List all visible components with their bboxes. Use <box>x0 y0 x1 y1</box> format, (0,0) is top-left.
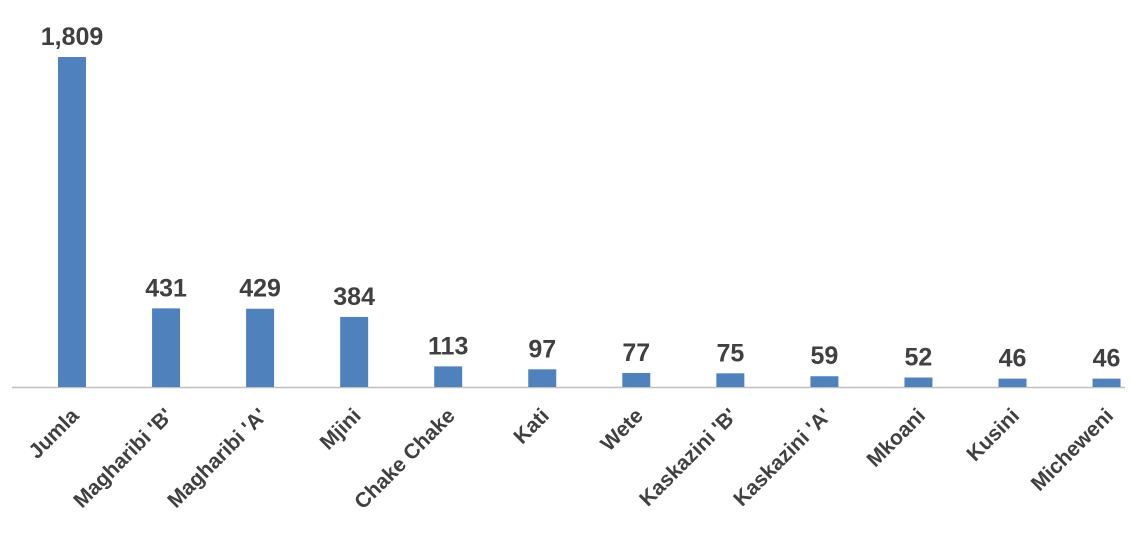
bar <box>904 377 933 387</box>
value-label: 1,809 <box>41 23 104 51</box>
value-label: 113 <box>428 332 468 360</box>
category-label: Magharibi 'B' <box>69 404 177 512</box>
value-label: 75 <box>716 339 744 367</box>
category-label: Kusini <box>962 404 1024 466</box>
value-label: 97 <box>528 335 556 363</box>
bar <box>340 316 369 387</box>
bar <box>998 378 1027 387</box>
category-label: Wete <box>596 404 647 455</box>
category-label: Kaskazini 'A' <box>729 404 836 511</box>
category-label: Jumla <box>24 404 83 463</box>
value-label: 59 <box>810 342 838 370</box>
category-label: Kaskazini 'B' <box>635 404 742 511</box>
value-label: 77 <box>622 339 650 367</box>
bar <box>152 308 181 387</box>
category-label: Magharibi 'A' <box>163 404 271 512</box>
value-label: 46 <box>1093 345 1121 373</box>
value-label: 46 <box>999 345 1027 373</box>
value-label: 431 <box>145 274 187 302</box>
category-label: Kati <box>509 404 553 448</box>
bar <box>528 369 557 387</box>
bars-group <box>58 57 1121 387</box>
bar <box>246 308 275 387</box>
bar <box>716 373 745 387</box>
value-label: 52 <box>905 344 933 372</box>
bar <box>622 372 651 387</box>
category-label: Micheweni <box>1027 404 1118 495</box>
value-label: 429 <box>239 275 281 303</box>
bar <box>434 366 463 387</box>
category-label: Chake Chake <box>350 404 460 514</box>
value-label: 384 <box>333 283 375 311</box>
bar <box>810 376 839 387</box>
category-label: Mkoani <box>863 404 930 471</box>
bar <box>58 57 86 387</box>
bar <box>1092 378 1121 387</box>
value-labels-group: 1,809 431 429 384 113 97 77 75 59 52 46 46 <box>41 23 1121 373</box>
category-label: Mjini <box>316 404 366 454</box>
